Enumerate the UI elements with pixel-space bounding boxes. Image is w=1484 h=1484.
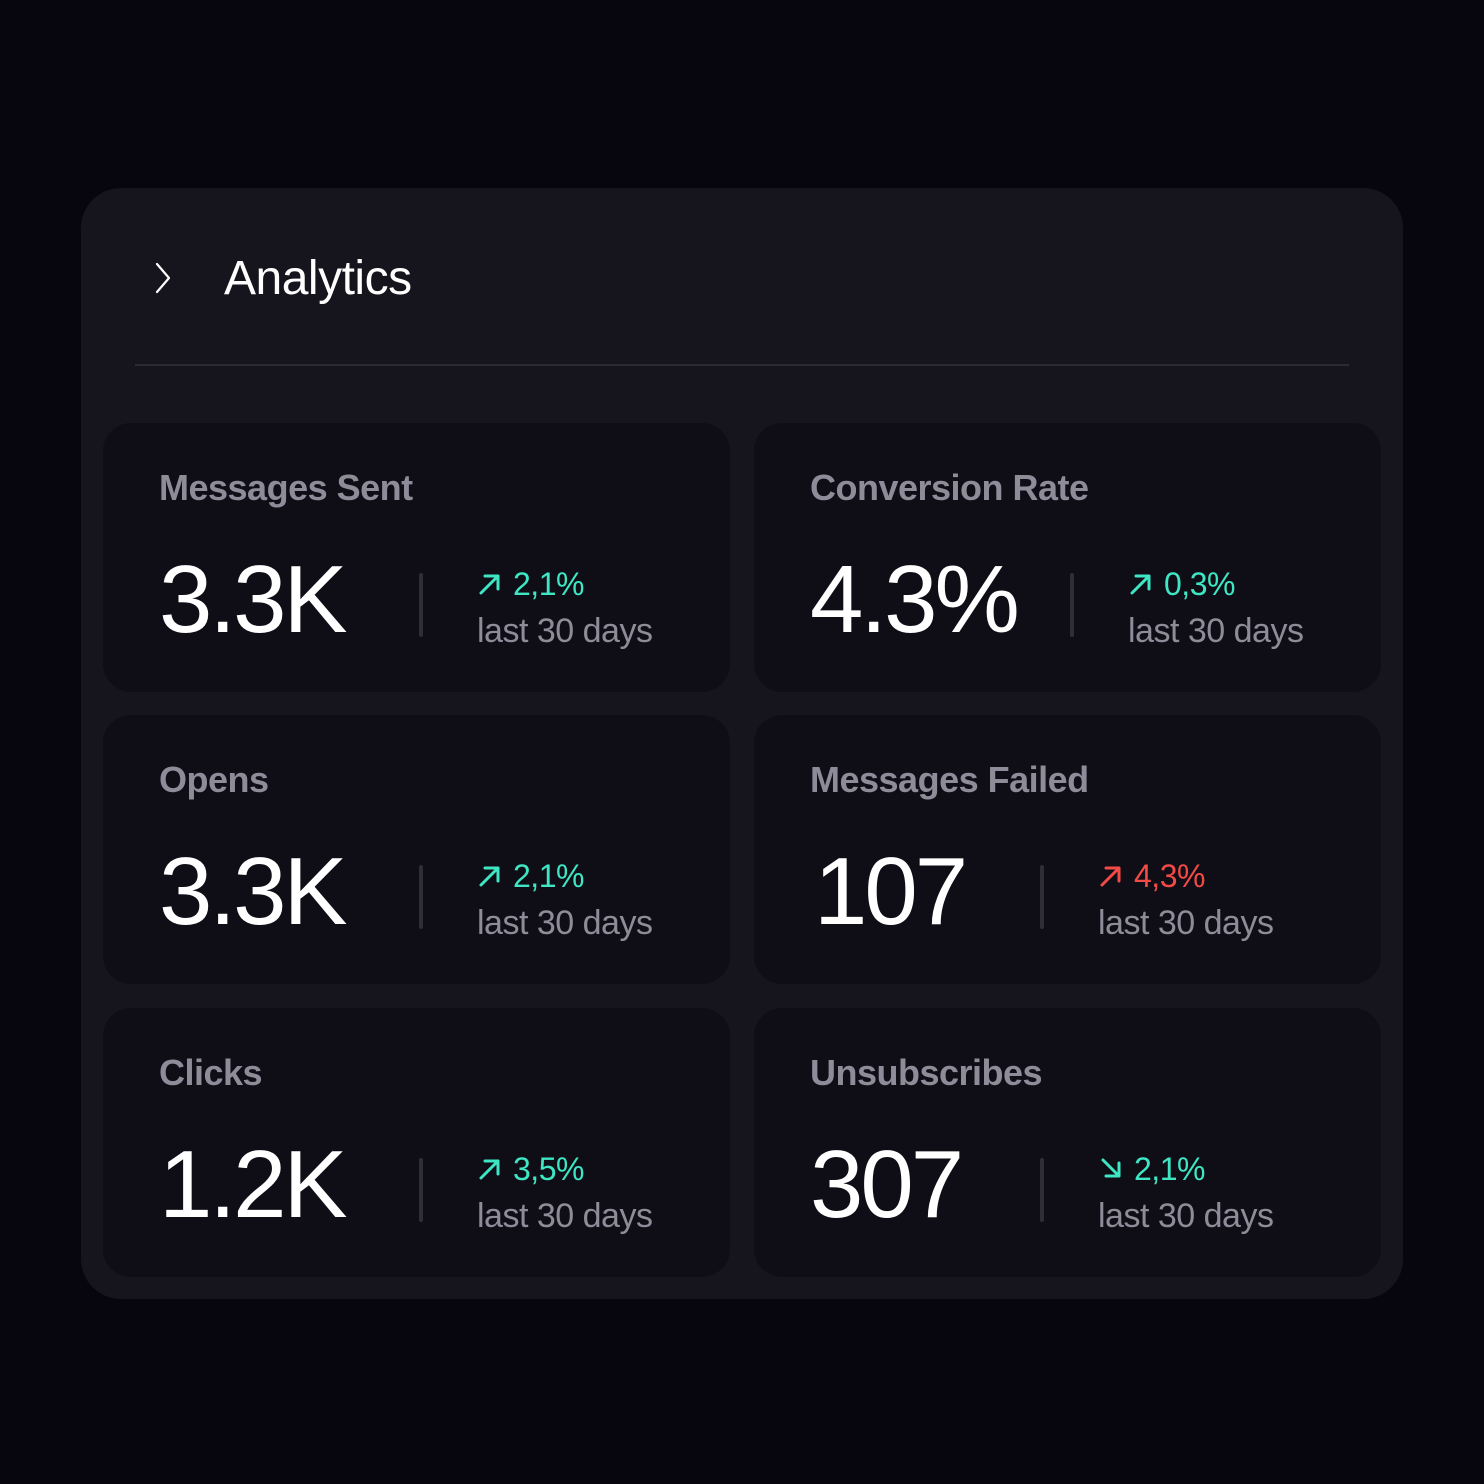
period-label: last 30 days	[477, 904, 653, 942]
analytics-panel: Analytics Messages Sent 3.3K 2,1% last 3…	[81, 188, 1403, 1299]
header-divider	[135, 364, 1349, 366]
trend-value: 3,5%	[513, 1151, 584, 1187]
arrow-up-right-icon	[479, 1159, 500, 1180]
metric-card-messages-sent: Messages Sent 3.3K 2,1% last 30 days	[103, 423, 730, 692]
metric-separator	[419, 573, 423, 637]
trend-badge: 0,3%	[1128, 567, 1235, 601]
metric-separator	[1070, 573, 1074, 637]
metric-label: Unsubscribes	[810, 1052, 1043, 1093]
trend-badge: 2,1%	[477, 859, 584, 893]
trend-badge: 3,5%	[477, 1152, 584, 1186]
trend-value: 0,3%	[1164, 566, 1235, 602]
trend-badge: 2,1%	[477, 567, 584, 601]
metric-label: Conversion Rate	[810, 467, 1089, 508]
trend-value: 2,1%	[1134, 1151, 1205, 1187]
period-label: last 30 days	[1098, 1197, 1274, 1235]
trend-value: 2,1%	[513, 566, 584, 602]
metric-label: Opens	[159, 759, 269, 800]
arrow-up-right-icon	[1130, 574, 1151, 595]
metric-value: 3.3K	[159, 546, 347, 653]
trend-value: 2,1%	[513, 858, 584, 894]
metric-separator	[419, 865, 423, 929]
metric-card-clicks: Clicks 1.2K 3,5% last 30 days	[103, 1008, 730, 1277]
metric-card-unsubscribes: Unsubscribes 307 2,1% last 30 days	[754, 1008, 1381, 1277]
metric-value: 1.2K	[159, 1131, 347, 1238]
metric-value: 307	[810, 1131, 964, 1238]
trend-badge: 4,3%	[1098, 859, 1205, 893]
metric-value: 4.3%	[810, 546, 1020, 653]
period-label: last 30 days	[477, 1197, 653, 1235]
metric-separator	[1040, 865, 1044, 929]
metric-value: 3.3K	[159, 838, 347, 945]
metric-label: Messages Sent	[159, 467, 413, 508]
metric-card-opens: Opens 3.3K 2,1% last 30 days	[103, 715, 730, 984]
arrow-up-right-icon	[479, 574, 500, 595]
period-label: last 30 days	[477, 612, 653, 650]
metric-label: Clicks	[159, 1052, 263, 1093]
chevron-right-icon	[155, 262, 171, 294]
arrow-up-right-icon	[479, 866, 500, 887]
expand-toggle-button[interactable]	[143, 256, 183, 300]
period-label: last 30 days	[1098, 904, 1274, 942]
trend-badge: 2,1%	[1098, 1152, 1205, 1186]
arrow-up-right-icon	[1100, 866, 1121, 887]
metric-card-messages-failed: Messages Failed 107 4,3% last 30 days	[754, 715, 1381, 984]
trend-value: 4,3%	[1134, 858, 1205, 894]
metric-card-conversion-rate: Conversion Rate 4.3% 0,3% last 30 days	[754, 423, 1381, 692]
metric-value: 107	[814, 838, 968, 945]
arrow-down-right-icon	[1101, 1158, 1121, 1178]
page-title: Analytics	[224, 252, 412, 305]
metric-label: Messages Failed	[810, 759, 1089, 800]
period-label: last 30 days	[1128, 612, 1304, 650]
metric-separator	[419, 1158, 423, 1222]
metric-separator	[1040, 1158, 1044, 1222]
panel-header: Analytics	[81, 188, 1403, 368]
